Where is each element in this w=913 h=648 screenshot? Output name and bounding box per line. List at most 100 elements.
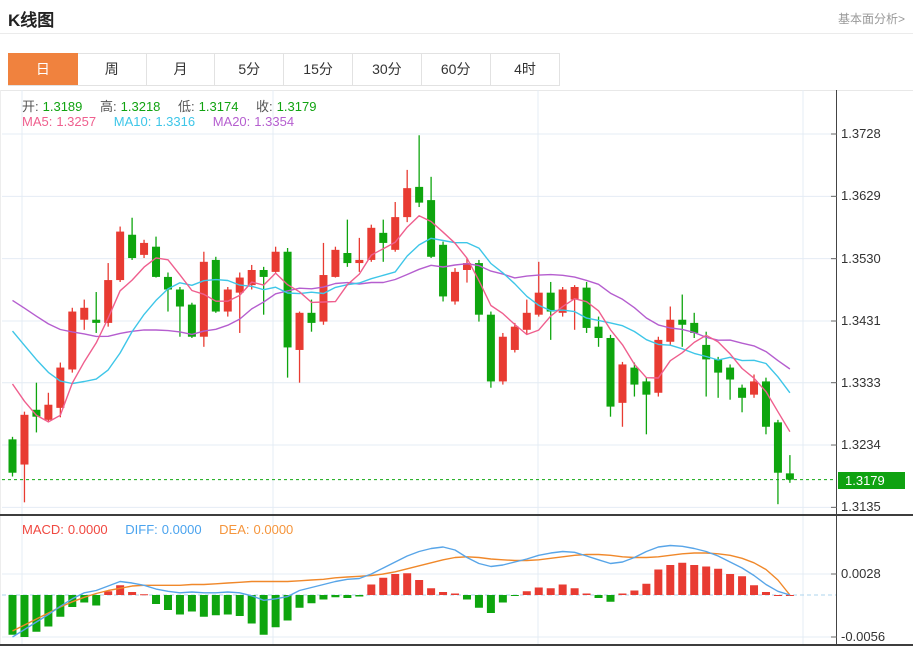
macd-bar-negative xyxy=(283,595,292,621)
macd-bar-positive xyxy=(439,592,448,595)
close-label: 收: xyxy=(256,99,273,114)
ma5-label: MA5: xyxy=(22,114,53,129)
macd-indicator-chart[interactable] xyxy=(0,516,913,644)
macd-bar-negative xyxy=(80,595,89,603)
ma10-value: 1.3316 xyxy=(155,114,196,129)
candle-up xyxy=(750,381,759,395)
macd-bar-positive xyxy=(546,588,555,595)
diff-label: DIFF: xyxy=(125,522,158,537)
candle-up xyxy=(654,339,663,393)
candle-down xyxy=(187,304,196,337)
candle-up xyxy=(534,292,543,315)
diff-line xyxy=(12,544,791,638)
macd-bar-negative xyxy=(343,595,352,598)
tab-4hour[interactable]: 4时 xyxy=(490,54,560,85)
candle-up xyxy=(104,280,113,323)
tab-month[interactable]: 月 xyxy=(146,54,216,85)
candle-up xyxy=(331,249,340,277)
macd-bar-negative xyxy=(247,595,256,624)
dea-label: DEA: xyxy=(219,522,250,537)
macd-tick-label: -0.0056 xyxy=(841,629,886,644)
macd-bar-positive xyxy=(690,565,699,595)
ma20-line xyxy=(12,263,791,370)
macd-bar-negative xyxy=(271,595,280,628)
candle-up xyxy=(403,188,412,218)
interval-tab-bar: 日周月 5分 15分 30分 60分 4时 xyxy=(8,53,561,86)
candle-down xyxy=(175,289,184,307)
candle-up xyxy=(116,231,125,281)
ma20-value: 1.3354 xyxy=(254,114,295,129)
macd-bar-negative xyxy=(594,595,603,598)
price-tick-label: 1.3333 xyxy=(841,374,881,390)
macd-bar-negative xyxy=(223,595,232,615)
macd-bar-negative xyxy=(331,595,340,598)
macd-bar-positive xyxy=(642,583,651,595)
candle-up xyxy=(451,271,460,302)
ma-legend: MA5: 1.3257 MA10: 1.3316 MA20: 1.3354 xyxy=(22,114,298,129)
tab-5min[interactable]: 5分 xyxy=(215,54,285,85)
macd-bar-positive xyxy=(666,565,675,595)
tab-15min[interactable]: 15分 xyxy=(284,54,353,85)
candle-down xyxy=(259,269,268,277)
candle-down xyxy=(678,319,687,325)
macd-bar-positive xyxy=(714,568,723,595)
candle-down xyxy=(128,234,137,259)
candle-up xyxy=(271,251,280,272)
candle-down xyxy=(773,422,782,473)
macd-bar-negative xyxy=(498,595,507,603)
candle-down xyxy=(343,252,352,264)
macd-bar-negative xyxy=(175,595,184,615)
price-tick-label: 1.3234 xyxy=(841,437,881,453)
low-label: 低: xyxy=(178,99,195,114)
candle-down xyxy=(92,319,101,323)
macd-bar-positive xyxy=(558,584,567,595)
macd-bar-positive xyxy=(116,585,125,595)
candle-down xyxy=(714,359,723,373)
tab-30min[interactable]: 30分 xyxy=(352,54,422,85)
macd-bar-negative xyxy=(355,595,364,597)
candle-down xyxy=(32,409,41,417)
candle-down xyxy=(594,326,603,338)
macd-bar-negative xyxy=(152,595,161,604)
tab-day[interactable]: 日 xyxy=(8,53,78,85)
candle-down xyxy=(582,287,591,328)
candle-down xyxy=(211,259,220,312)
candle-up xyxy=(498,336,507,382)
macd-bar-negative xyxy=(235,595,244,616)
main-candlestick-chart[interactable] xyxy=(0,90,913,514)
tab-week[interactable]: 周 xyxy=(77,54,147,85)
candle-up xyxy=(618,364,627,403)
macd-bar-positive xyxy=(726,574,735,595)
candle-up xyxy=(391,217,400,250)
panel-separator xyxy=(0,514,913,516)
candle-up xyxy=(20,414,29,465)
macd-bar-negative xyxy=(259,595,268,635)
macd-bar-negative xyxy=(187,595,196,612)
macd-bar-positive xyxy=(367,584,376,595)
macd-label: MACD: xyxy=(22,522,64,537)
macd-bar-negative xyxy=(474,595,483,608)
price-tick-label: 1.3135 xyxy=(841,499,881,515)
candle-down xyxy=(427,200,436,257)
candle-down xyxy=(486,314,495,382)
fundamental-analysis-link[interactable]: 基本面分析> xyxy=(837,12,905,26)
candle-down xyxy=(702,344,711,360)
candle-down xyxy=(8,439,17,473)
macd-bar-positive xyxy=(785,595,794,596)
dea-value: 0.0000 xyxy=(253,522,294,537)
macd-bar-positive xyxy=(391,574,400,595)
candle-down xyxy=(546,292,555,312)
tab-60min[interactable]: 60分 xyxy=(421,54,491,85)
candle-down xyxy=(379,232,388,243)
macd-bar-negative xyxy=(462,595,471,600)
price-tick-label: 1.3629 xyxy=(841,188,881,204)
macd-bar-positive xyxy=(582,593,591,595)
macd-tick-label: 0.0028 xyxy=(841,566,881,581)
macd-bar-positive xyxy=(750,585,759,595)
ma5-value: 1.3257 xyxy=(56,114,97,129)
candle-up xyxy=(355,259,364,264)
candle-up xyxy=(247,269,256,286)
macd-bar-negative xyxy=(199,595,208,617)
ma10-line xyxy=(11,237,791,394)
chart-left-border xyxy=(0,90,1,645)
